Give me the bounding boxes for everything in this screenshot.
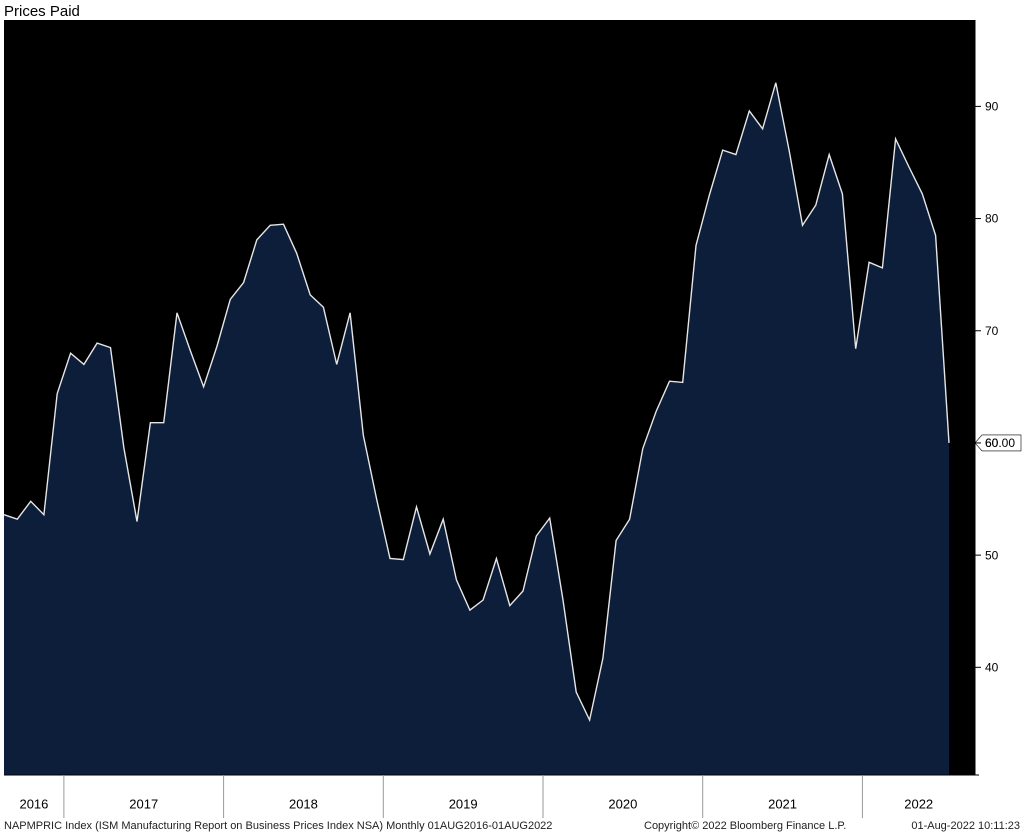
- y-tick-label: 70: [985, 324, 999, 338]
- x-tick-label: 2019: [449, 796, 478, 811]
- value-tag: [974, 434, 1022, 452]
- x-tick-label: 2020: [608, 796, 637, 811]
- value-label: 60.00: [985, 436, 1015, 450]
- area: [4, 82, 949, 776]
- x-tick-label: 2016: [19, 796, 48, 811]
- y-tick-label: 50: [985, 548, 999, 562]
- x-tick-label: 2018: [289, 796, 318, 811]
- y-tick-label: 60: [985, 436, 999, 450]
- y-tick-label: 80: [985, 212, 999, 226]
- chart-title: Prices Paid: [4, 3, 80, 20]
- footer-timestamp: 01-Aug-2022 10:11:23: [911, 820, 1020, 832]
- y-tick-label: 90: [985, 100, 999, 114]
- line: [3, 82, 950, 723]
- x-tick-label: 2021: [768, 796, 797, 811]
- footer-copyright: Copyright© 2022 Bloomberg Finance L.P.: [644, 820, 846, 832]
- x-tick-label: 2022: [904, 796, 933, 811]
- footer-source: NAPMPRIC Index (ISM Manufacturing Report…: [4, 820, 552, 832]
- x-tick-label: 2017: [129, 796, 158, 811]
- y-tick-label: 40: [985, 660, 999, 674]
